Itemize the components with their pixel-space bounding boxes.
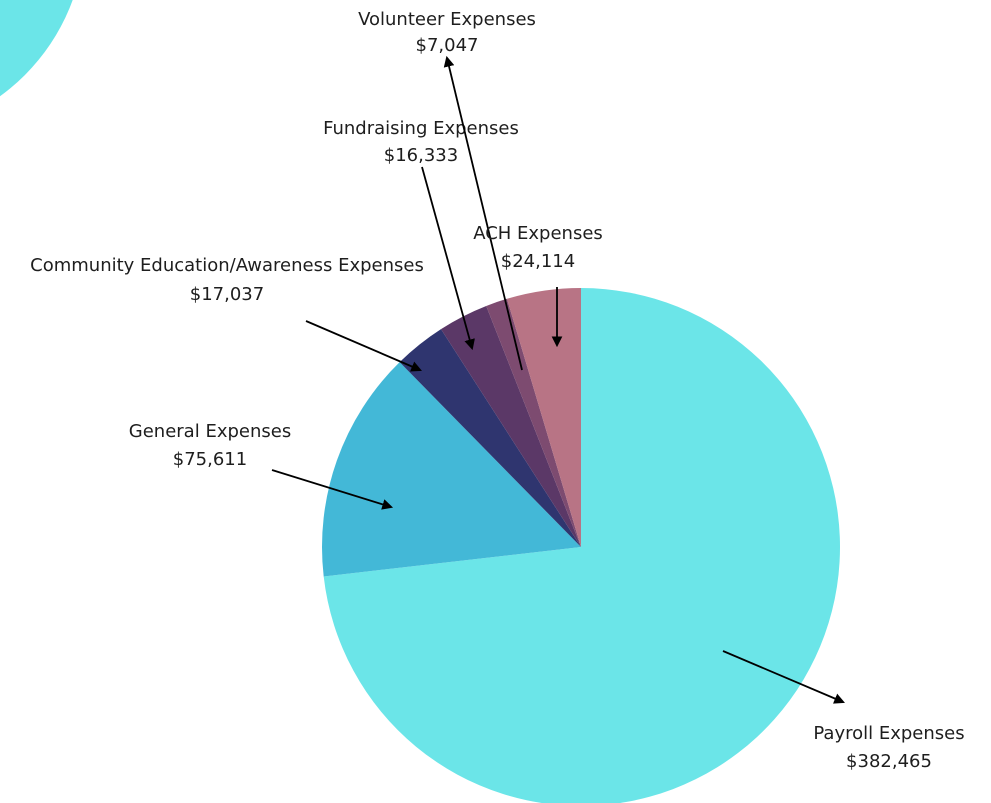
slice-value-label: $382,465 (846, 751, 932, 772)
leader-arrow (421, 166, 475, 351)
slice-label: Volunteer Expenses (358, 9, 536, 30)
decor-circle (0, 0, 73, 97)
pie (322, 288, 840, 803)
labels: Payroll Expenses $382,465 General Expenses… (30, 9, 964, 772)
slice-value-label: $75,611 (173, 449, 247, 470)
pie-slice (506, 288, 581, 547)
slice-value-label: $16,333 (384, 145, 458, 166)
slice-label: Fundraising Expenses (323, 118, 519, 139)
pie-slice (322, 362, 581, 577)
slice-value-label: $24,114 (501, 251, 575, 272)
slice-label: Community Education/Awareness Expenses (30, 255, 424, 276)
leader-arrow (722, 650, 845, 704)
pie-slice (441, 305, 581, 547)
pie-slice (486, 298, 581, 547)
leader-arrow (271, 469, 394, 510)
slice-label: ACH Expenses (473, 223, 603, 244)
slice-label: Payroll Expenses (813, 723, 964, 744)
slice-value-label: $17,037 (190, 284, 264, 305)
pie-slice (399, 329, 581, 547)
leader-arrow (443, 55, 523, 371)
slice-value-label: $7,047 (416, 35, 479, 56)
slice-label: General Expenses (129, 421, 291, 442)
pie-slice (323, 288, 840, 803)
leader-arrow (305, 320, 422, 372)
